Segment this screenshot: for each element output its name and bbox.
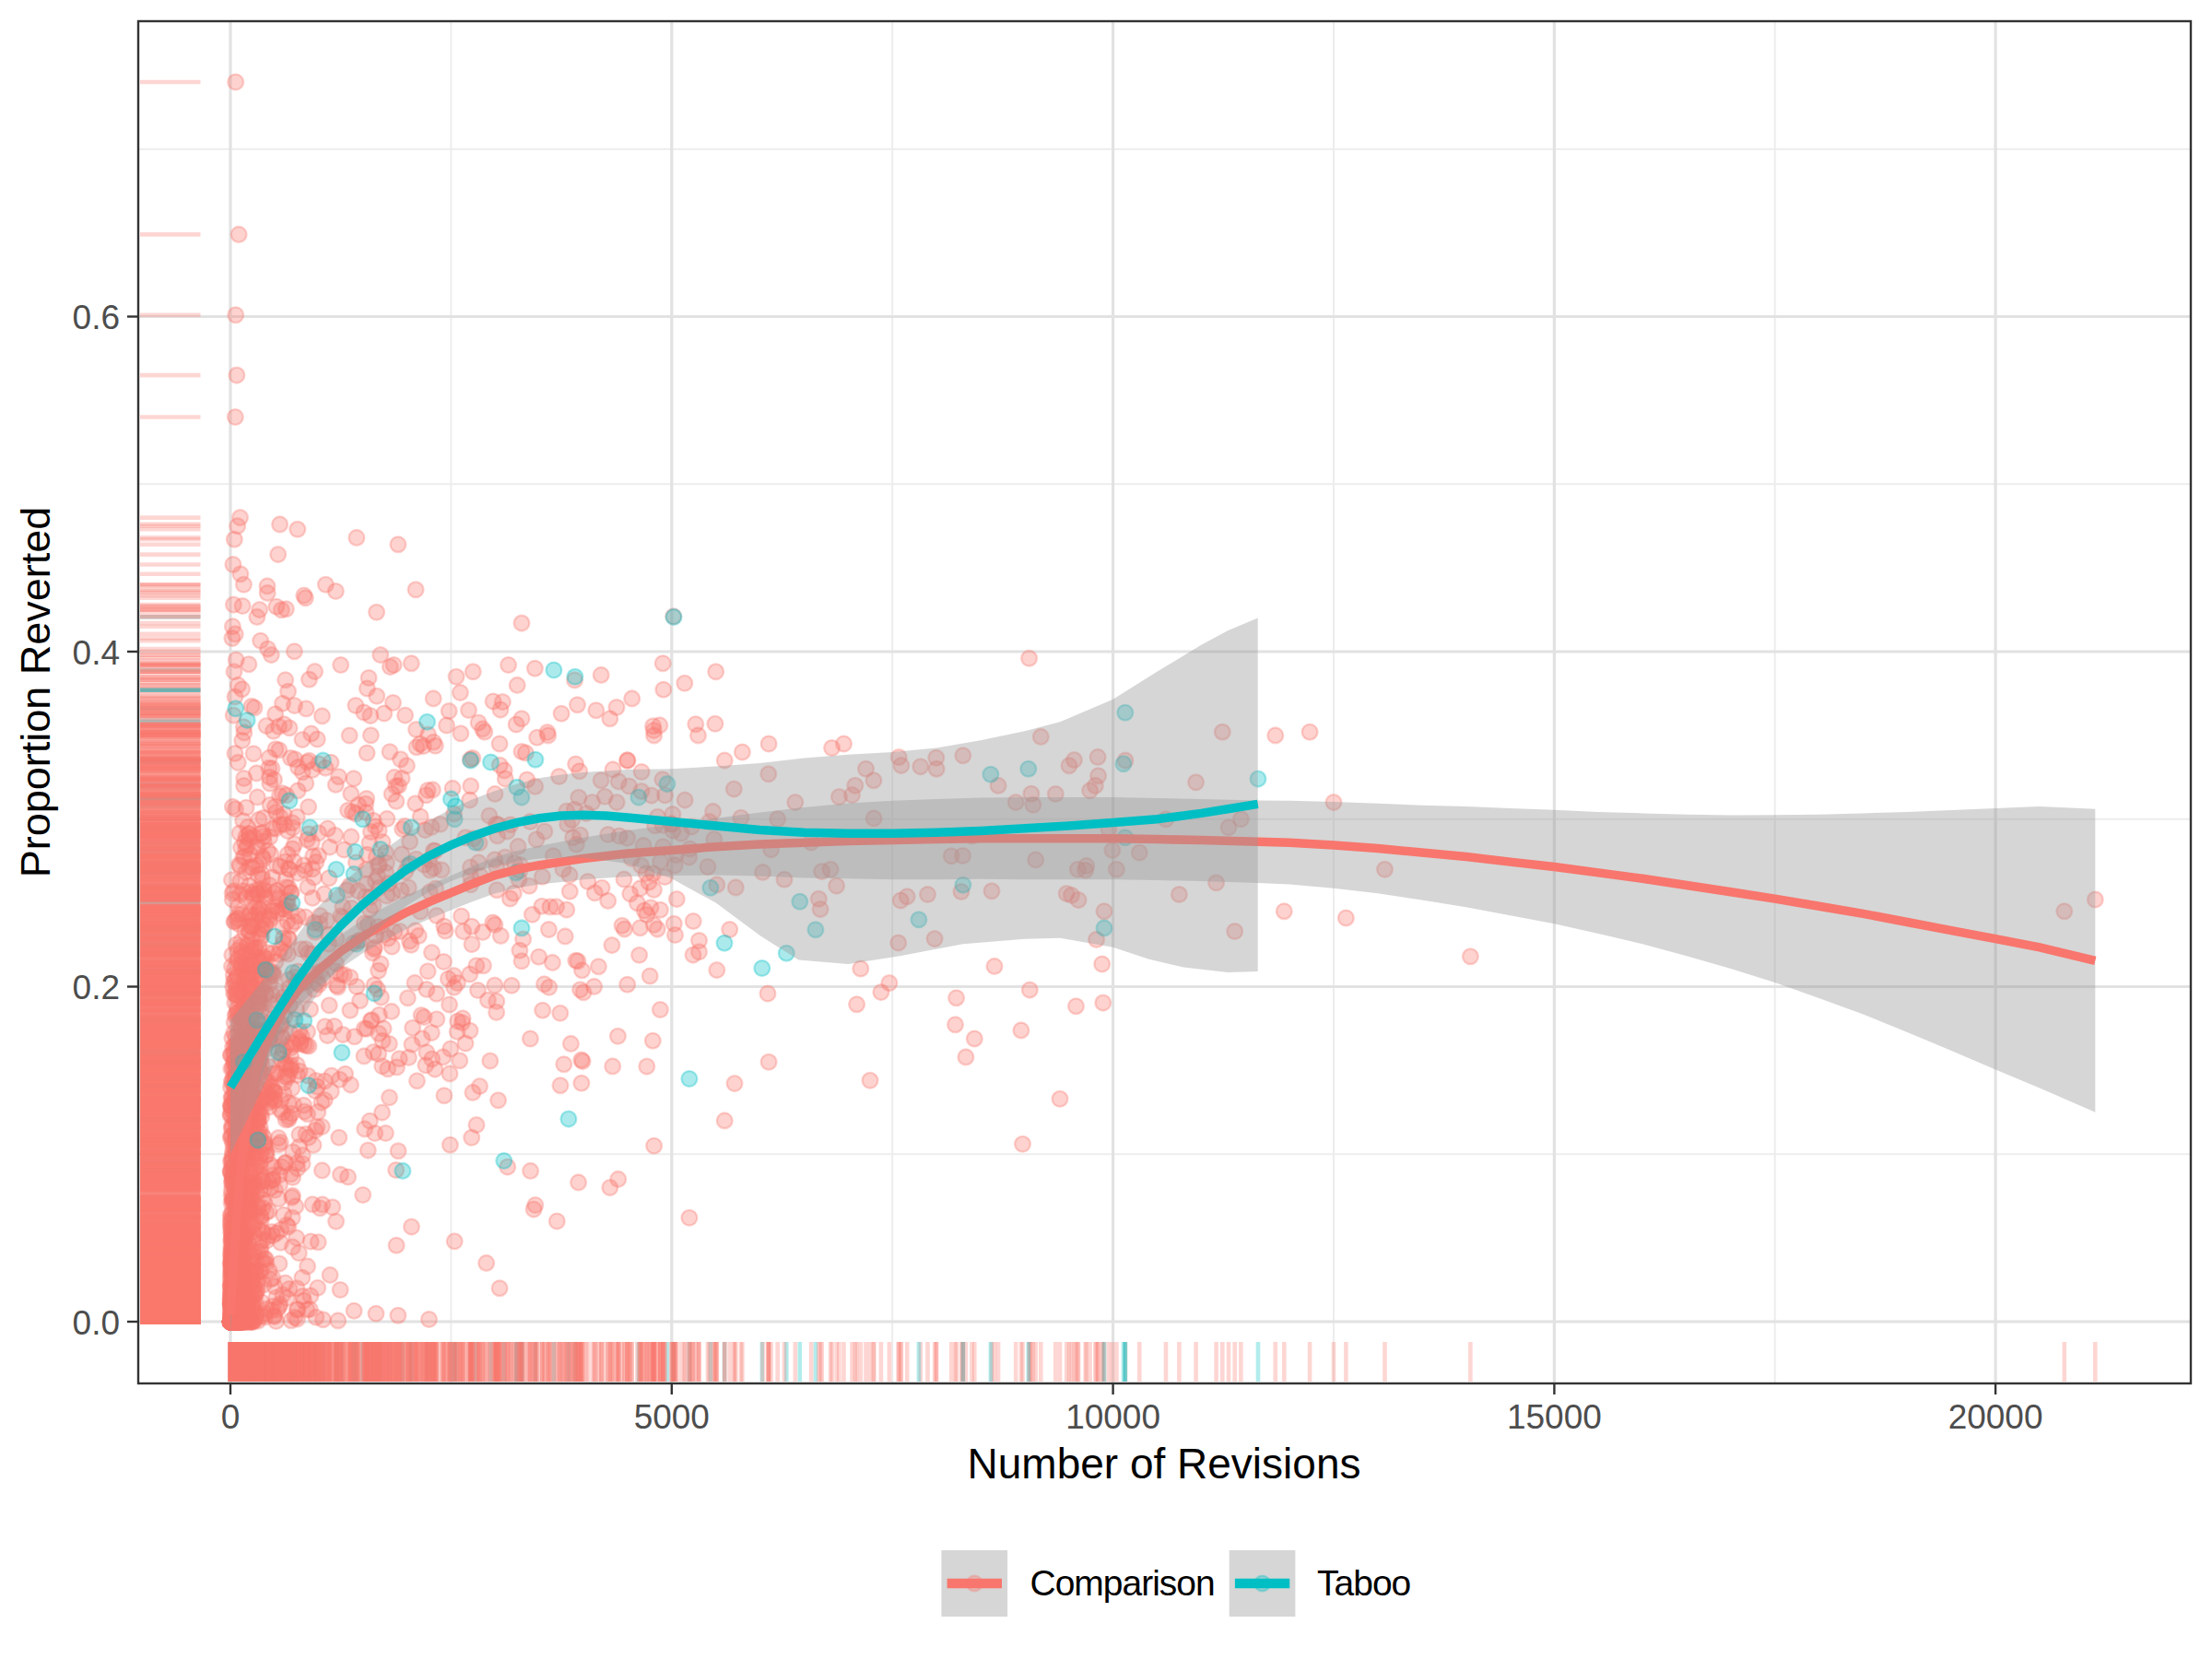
svg-text:15000: 15000 — [1507, 1398, 1602, 1436]
svg-text:0.0: 0.0 — [73, 1304, 120, 1342]
svg-text:0.4: 0.4 — [73, 634, 120, 672]
svg-text:Proportion Reverted: Proportion Reverted — [12, 507, 59, 878]
svg-text:0: 0 — [221, 1398, 241, 1436]
svg-text:Taboo: Taboo — [1317, 1563, 1411, 1603]
svg-text:Comparison: Comparison — [1030, 1563, 1215, 1603]
svg-text:Number of Revisions: Number of Revisions — [968, 1440, 1361, 1488]
svg-text:0.6: 0.6 — [73, 299, 120, 336]
svg-text:0.2: 0.2 — [73, 969, 120, 1006]
svg-text:10000: 10000 — [1065, 1398, 1160, 1436]
svg-text:20000: 20000 — [1948, 1398, 2043, 1436]
svg-text:5000: 5000 — [634, 1398, 710, 1436]
